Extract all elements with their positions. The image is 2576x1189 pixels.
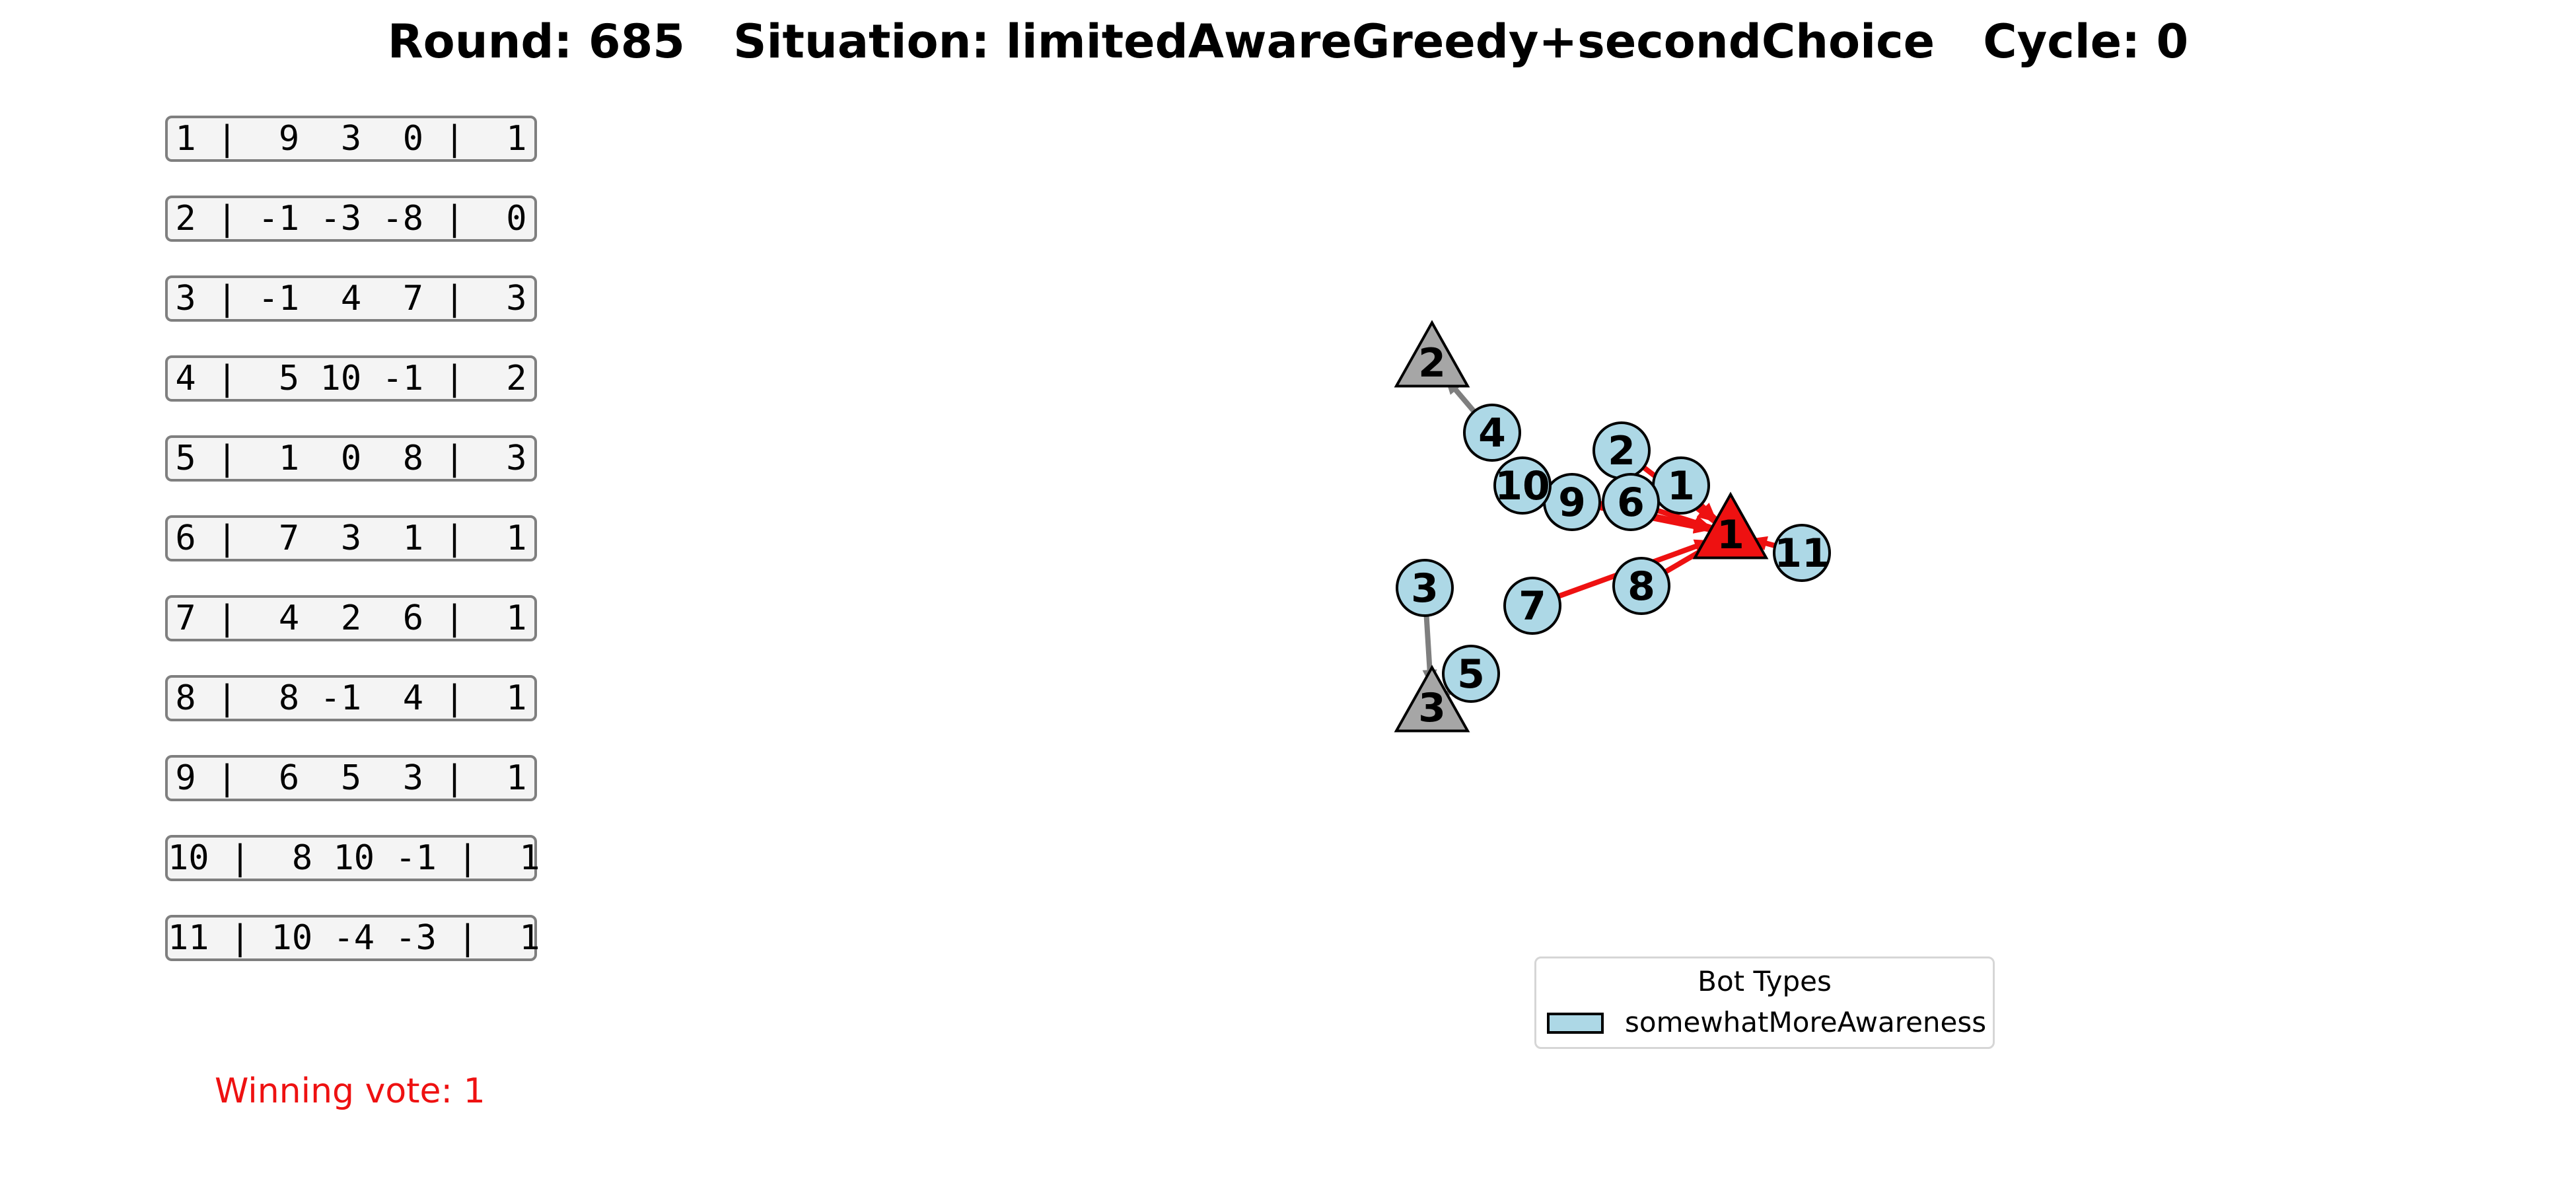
bot-node bbox=[1602, 473, 1660, 531]
bot-node bbox=[1396, 559, 1454, 617]
bot-row: 10 | 8 10 -1 | 1 bbox=[165, 835, 540, 881]
bot-node-label: 7 bbox=[1519, 583, 1546, 630]
bot-node-label: 10 bbox=[1495, 463, 1550, 509]
bot-row: 9 | 6 5 3 | 1 bbox=[165, 755, 537, 801]
legend-swatch bbox=[1547, 1013, 1604, 1034]
bot-node bbox=[1773, 524, 1831, 582]
bot-node bbox=[1463, 404, 1521, 462]
bot-node-label: 9 bbox=[1558, 480, 1586, 526]
bot-node-label: 5 bbox=[1457, 651, 1485, 698]
option-label: 3 bbox=[1418, 685, 1446, 731]
page-title: Round: 685 Situation: limitedAwareGreedy… bbox=[387, 15, 2189, 69]
bot-node-label: 3 bbox=[1411, 565, 1439, 612]
bot-node bbox=[1442, 645, 1500, 703]
option-triangle bbox=[1394, 320, 1470, 388]
vote-edge-arrowhead bbox=[1692, 518, 1711, 533]
bot-row: 6 | 7 3 1 | 1 bbox=[165, 515, 537, 561]
bot-node bbox=[1612, 557, 1670, 615]
bot-row: 11 | 10 -4 -3 | 1 bbox=[165, 915, 540, 961]
bot-node bbox=[1493, 456, 1552, 515]
legend-entry-label: somewhatMoreAwareness bbox=[1625, 1006, 1987, 1038]
bot-row: 4 | 5 10 -1 | 2 bbox=[165, 355, 537, 402]
option-triangle bbox=[1394, 665, 1470, 733]
option-label: 1 bbox=[1717, 512, 1744, 558]
bot-node bbox=[1503, 577, 1561, 635]
option-triangle bbox=[1692, 491, 1769, 559]
legend: Bot Types somewhatMoreAwareness bbox=[1534, 956, 1995, 1049]
bot-row: 2 | -1 -3 -8 | 0 bbox=[165, 196, 537, 242]
bot-row: 7 | 4 2 6 | 1 bbox=[165, 595, 537, 641]
bot-row: 3 | -1 4 7 | 3 bbox=[165, 275, 537, 322]
bot-node-label: 6 bbox=[1617, 480, 1645, 526]
option-label: 2 bbox=[1418, 340, 1446, 386]
bot-row: 8 | 8 -1 4 | 1 bbox=[165, 675, 537, 721]
legend-title: Bot Types bbox=[1698, 965, 1832, 997]
bot-node-label: 4 bbox=[1478, 410, 1506, 456]
bot-node-label: 11 bbox=[1774, 530, 1830, 577]
bot-node-label: 2 bbox=[1608, 428, 1635, 474]
bot-node-label: 1 bbox=[1667, 463, 1695, 509]
bot-row: 5 | 1 0 8 | 3 bbox=[165, 435, 537, 482]
vote-edge-arrowhead bbox=[1696, 505, 1715, 522]
bot-row: 1 | 9 3 0 | 1 bbox=[165, 116, 537, 162]
winning-vote-label: Winning vote: 1 bbox=[215, 1071, 485, 1111]
bot-node-label: 8 bbox=[1628, 563, 1655, 610]
